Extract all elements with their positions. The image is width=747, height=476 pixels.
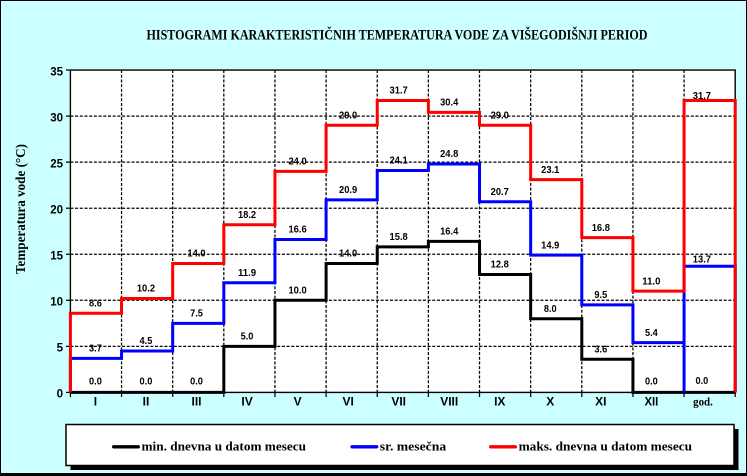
svg-text:23.1: 23.1 <box>541 163 559 175</box>
svg-text:14.9: 14.9 <box>541 239 559 251</box>
svg-text:24.8: 24.8 <box>440 148 458 160</box>
svg-text:10.0: 10.0 <box>288 284 306 296</box>
svg-text:maks. dnevna u datom mesecu: maks. dnevna u datom mesecu <box>518 438 692 453</box>
svg-text:25: 25 <box>50 158 63 170</box>
svg-text:X: X <box>546 394 554 408</box>
svg-text:30: 30 <box>50 112 63 124</box>
svg-text:VII: VII <box>391 394 406 408</box>
svg-text:V: V <box>293 394 301 408</box>
svg-text:24.1: 24.1 <box>389 154 407 166</box>
svg-text:10.2: 10.2 <box>136 282 154 294</box>
svg-text:VIII: VIII <box>440 394 458 408</box>
svg-text:15.8: 15.8 <box>389 231 407 243</box>
svg-text:sr. mesečna: sr. mesečna <box>379 438 446 453</box>
svg-text:god.: god. <box>693 394 713 408</box>
svg-text:8.0: 8.0 <box>543 302 556 314</box>
svg-text:16.6: 16.6 <box>288 223 306 235</box>
svg-text:IV: IV <box>241 394 252 408</box>
svg-text:16.4: 16.4 <box>440 225 458 237</box>
svg-text:Temperatura vode (°C): Temperatura vode (°C) <box>13 143 28 273</box>
svg-text:0.0: 0.0 <box>695 374 708 386</box>
svg-text:9.5: 9.5 <box>594 289 607 301</box>
svg-text:18.2: 18.2 <box>237 209 255 221</box>
svg-text:15: 15 <box>50 250 63 262</box>
svg-text:3.7: 3.7 <box>89 342 102 354</box>
svg-text:XI: XI <box>595 394 606 408</box>
svg-text:0.0: 0.0 <box>139 375 152 387</box>
svg-text:XII: XII <box>644 394 658 408</box>
svg-text:0.0: 0.0 <box>644 375 657 387</box>
svg-text:30.4: 30.4 <box>440 96 458 108</box>
svg-text:14.0: 14.0 <box>187 247 205 259</box>
svg-text:20.9: 20.9 <box>339 184 357 196</box>
svg-text:5.4: 5.4 <box>644 326 657 338</box>
svg-text:29.0: 29.0 <box>339 109 357 121</box>
svg-text:13.7: 13.7 <box>692 253 710 265</box>
svg-text:II: II <box>142 394 149 408</box>
svg-text:16.8: 16.8 <box>591 221 609 233</box>
svg-text:min. dnevna u datom mesecu: min. dnevna u datom mesecu <box>141 438 306 453</box>
svg-text:12.8: 12.8 <box>490 258 508 270</box>
svg-text:0.0: 0.0 <box>190 375 203 387</box>
svg-text:31.7: 31.7 <box>389 84 407 96</box>
svg-text:5.0: 5.0 <box>240 330 253 342</box>
svg-text:III: III <box>191 394 201 408</box>
svg-text:3.6: 3.6 <box>594 343 607 355</box>
svg-text:8.6: 8.6 <box>89 297 102 309</box>
svg-text:0: 0 <box>56 388 62 400</box>
svg-text:VI: VI <box>342 394 353 408</box>
svg-text:35: 35 <box>50 66 63 78</box>
svg-text:20: 20 <box>50 204 63 216</box>
svg-text:31.7: 31.7 <box>692 90 710 102</box>
svg-text:14.0: 14.0 <box>339 247 357 259</box>
svg-text:HISTOGRAMI KARAKTERISTIČNIH TE: HISTOGRAMI KARAKTERISTIČNIH TEMPERATURA … <box>146 26 647 43</box>
svg-text:10: 10 <box>50 296 63 308</box>
svg-text:IX: IX <box>494 394 505 408</box>
svg-text:I: I <box>93 394 96 408</box>
svg-text:7.5: 7.5 <box>190 307 203 319</box>
svg-text:24.0: 24.0 <box>288 155 306 167</box>
svg-text:20.7: 20.7 <box>490 185 508 197</box>
svg-text:5: 5 <box>56 342 63 354</box>
svg-text:29.0: 29.0 <box>490 109 508 121</box>
svg-text:11.9: 11.9 <box>237 267 255 279</box>
svg-text:0.0: 0.0 <box>89 375 102 387</box>
svg-text:4.5: 4.5 <box>139 335 152 347</box>
svg-text:11.0: 11.0 <box>642 275 660 287</box>
